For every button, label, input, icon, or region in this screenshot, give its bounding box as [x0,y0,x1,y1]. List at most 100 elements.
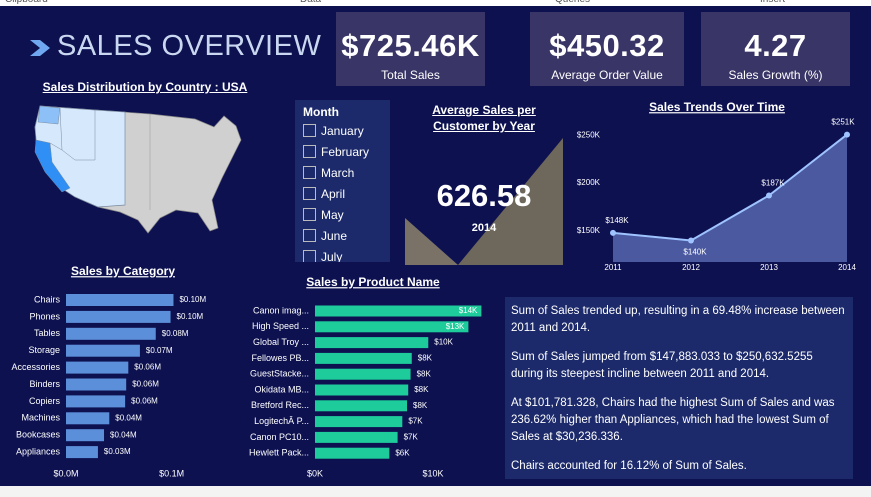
slicer-item-label: March [321,166,355,180]
category-label: Bookcases [16,430,61,440]
data-label: $7K [408,417,423,426]
data-label: $0.04M [115,413,142,422]
x-tick-label: $0.1M [159,468,184,478]
y-tick-label: $150K [577,226,601,235]
us-map [34,105,242,234]
slicer-item[interactable]: May [303,208,344,222]
point [766,192,772,199]
chart-title: Sales Trends Over Time [649,100,785,114]
x-tick-label: 2014 [838,263,856,272]
ribbon-label: Data [300,0,321,5]
bar [315,400,408,412]
bar [315,416,403,428]
data-label: $14K [459,306,478,315]
category-label: Tables [34,328,61,338]
x-tick-label: $0K [307,468,323,478]
checkbox[interactable] [303,208,316,221]
checkbox[interactable] [303,124,316,137]
y-tick-label: $200K [577,178,601,187]
bar [315,431,398,443]
category-label: Canon imag... [253,305,309,315]
category-label: Chairs [34,294,61,304]
kpi-label: Average Order Value [551,68,663,82]
category-label: Appliances [16,446,61,456]
ribbon-label: Clipboard [5,0,48,5]
kpi-card: $725.46K Total Sales [336,12,485,86]
chart-title: Sales by Product Name [306,275,440,289]
narrative-paragraph: At $101,781.328, Chairs had the highest … [511,397,835,443]
slicer-item-label: May [321,208,344,222]
slicer-title: Month [303,105,339,119]
bar [66,412,110,425]
x-tick-label: 2012 [682,263,700,272]
slicer-item[interactable]: January [303,124,364,138]
card-title: Average Sales per Customer by Year [432,103,536,133]
point [688,237,694,244]
slicer-item[interactable]: April [303,187,345,201]
status-strip [0,486,871,497]
logo-chevron [30,40,50,56]
data-label: $0.03M [104,447,131,456]
data-label: $0.06M [131,397,158,406]
data-label: $187K [761,179,785,188]
card-value: 626.58 [436,178,532,213]
category-label: Okidata MB... [254,384,309,394]
kpi-value: $725.46K [341,28,480,63]
ribbon: Clipboard Data Queries Insert [0,0,871,6]
x-tick-label: $0.0M [53,468,78,478]
kpi-label: Total Sales [381,68,440,82]
narrative-paragraph: Sum of Sales trended up, resulting in a … [511,305,845,334]
bar [66,446,98,459]
slicer-item-label: June [321,229,348,243]
slicer-item-label: January [321,124,364,138]
data-label: $8K [417,369,432,378]
slicer-item-label: February [321,145,370,159]
checkbox[interactable] [303,250,316,262]
bar [66,310,171,323]
category-label: Storage [28,345,60,355]
slicer-item-label: April [321,187,346,201]
bar [315,352,412,364]
checkbox[interactable] [303,187,316,200]
kpi-card: $450.32 Average Order Value [530,12,684,86]
category-label: Bretford Rec... [251,400,309,410]
slicer-item[interactable]: February [303,145,369,159]
category-label: GuestStacke... [250,369,309,379]
category-label: Copiers [29,396,61,406]
data-label: $251K [831,118,855,127]
bar [66,327,156,340]
data-label: $0.06M [134,363,161,372]
data-label: $140K [683,248,707,257]
checkbox[interactable] [303,229,316,242]
data-label: $13K [446,322,465,331]
card-year: 2014 [471,222,497,234]
slicer-item[interactable]: March [303,166,354,180]
map-title: Sales Distribution by Country : USA [42,80,248,94]
line [612,133,848,242]
category-label: Hewlett Pack... [249,448,309,458]
category-label: Machines [21,413,60,423]
slicer-item[interactable]: July [303,250,342,262]
bar [315,368,411,380]
x-tick-label: $10K [422,468,443,478]
card-shape [405,218,458,265]
data-label: $8K [413,401,428,410]
checkbox[interactable] [303,145,316,158]
card-shape [458,138,563,265]
slicer-item[interactable]: June [303,229,347,243]
category-label: Binders [29,379,60,389]
month-slicer[interactable]: Month January February March April May June Jul… [295,100,390,262]
data-label: $0.04M [110,430,137,439]
checkbox[interactable] [303,166,316,179]
point [610,229,616,236]
bar [66,429,105,442]
narrative-paragraph: Sum of Sales jumped from $147,883.033 to… [511,351,813,380]
y-tick-label: $250K [577,130,601,139]
smart-narrative: Sum of Sales trended up, resulting in a … [505,297,853,479]
data-label: $0.08M [162,329,189,338]
kpi-value: 4.27 [744,28,807,63]
category-label: High Speed ... [252,321,309,331]
data-label: $8K [418,354,433,363]
